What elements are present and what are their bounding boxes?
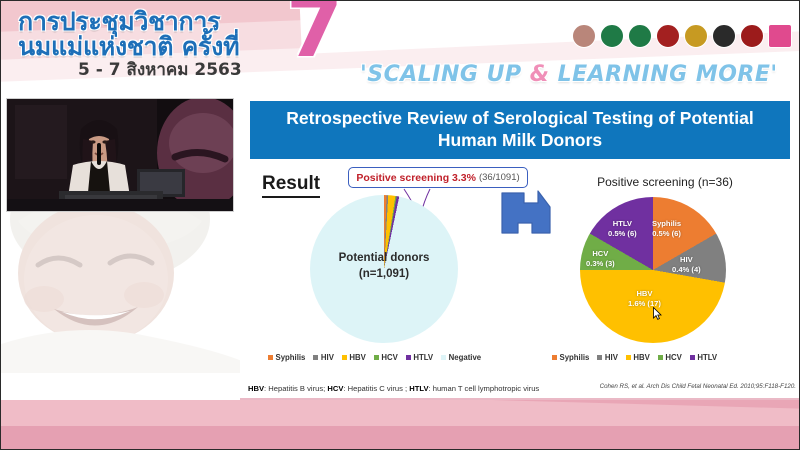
mouse-cursor-icon (653, 307, 662, 320)
legend-label-hbv: HBV (633, 353, 650, 362)
presenter-speaking-at-podium[interactable] (6, 98, 234, 212)
legend-label-hiv: HIV (604, 353, 618, 362)
positive-screening-chart-title: Positive screening (n=36) (597, 175, 733, 189)
pie-left-legend: Syphilis HIV HBV HCV HTLV Negative (268, 353, 481, 362)
footnote-bar: HBV: Hepatitis B virus; HCV: Hepatitis C… (248, 378, 792, 398)
legend-swatch-syphilis (552, 355, 557, 360)
callout-fraction-text: (36/1091) (478, 172, 520, 183)
slice-label-htlv-name: HTLV (612, 219, 632, 228)
slice-label-hbv-value: 1.6% (17) (628, 298, 661, 308)
logo-department-health-green (628, 24, 652, 48)
slice-label-htlv-value: 0.5% (6) (608, 228, 637, 238)
legend-label-hbv: HBV (349, 353, 366, 362)
presentation-slide: Retrospective Review of Serological Test… (240, 95, 800, 405)
slide-title: Retrospective Review of Serological Test… (250, 101, 790, 159)
slice-label-hiv-name: HIV (680, 255, 693, 264)
logo-royal-emblem-red (656, 24, 680, 48)
conference-date-thai: 5 - 7 สิงหาคม 2563 (78, 60, 242, 80)
logo-royal-college-crimson (740, 24, 764, 48)
legend-swatch-hcv (657, 355, 663, 360)
legend-label-syphilis: Syphilis (559, 353, 590, 362)
legend-swatch-hbv (341, 355, 347, 360)
slice-label-hcv: HCV 0.3% (3) (586, 249, 615, 269)
legend-item-hiv: HIV (313, 353, 334, 362)
legend-swatch-hiv (597, 355, 603, 360)
legend-item-htlv: HTLV (689, 353, 718, 362)
slice-label-hbv-name: HBV (636, 289, 653, 298)
left-media-column (0, 95, 240, 405)
pie-left-label-line2: (n=1,091) (358, 267, 410, 280)
slice-label-htlv: HTLV 0.5% (6) (608, 219, 637, 239)
footer-solid-strip (0, 426, 800, 450)
legend-swatch-htlv (405, 355, 411, 360)
legend-label-syphilis: Syphilis (275, 353, 306, 362)
legend-label-negative: Negative (448, 353, 482, 362)
logo-thaihealth-sss (768, 24, 792, 48)
slogan-part-2: LEARNING MORE' (549, 62, 778, 87)
slice-label-hiv: HIV 0.4% (4) (672, 255, 701, 275)
legend-label-hcv: HCV (381, 353, 398, 362)
legend-swatch-hcv (373, 355, 379, 360)
legend-label-hcv: HCV (665, 353, 682, 362)
slice-label-hcv-name: HCV (592, 249, 609, 258)
slice-label-syphilis-name: Syphilis (652, 219, 682, 228)
legend-item-hcv: HCV (657, 353, 682, 362)
logo-thai-breastfeeding-foundation (572, 24, 596, 48)
abbreviation-footnote: HBV: Hepatitis B virus; HCV: Hepatitis C… (248, 383, 540, 393)
slice-label-syphilis-value: 0.5% (6) (652, 228, 681, 238)
blue-arrow-icon (501, 190, 551, 234)
legend-swatch-syphilis (268, 355, 273, 360)
callout-percent-text: Positive screening 3.3% (356, 171, 476, 184)
positive-screening-callout: Positive screening 3.3% (36/1091) (348, 167, 528, 188)
legend-item-negative: Negative (441, 353, 481, 362)
legend-swatch-hbv (625, 355, 631, 360)
pie-right-legend: Syphilis HIV HBV HCV HTLV (552, 353, 717, 362)
slice-label-hcv-value: 0.3% (3) (586, 258, 615, 268)
conference-slogan: 'SCALING UP & LEARNING MORE' (360, 62, 778, 87)
slice-label-syphilis: Syphilis 0.5% (6) (652, 219, 681, 239)
conference-header-banner: การประชุมวิชาการ นมแม่แห่งชาติ ครั้งที่ … (0, 0, 800, 95)
legend-label-htlv: HTLV (413, 353, 434, 362)
pie-left-label-line1: Potential donors (338, 252, 430, 264)
logo-royal-crest-gold (684, 24, 708, 48)
legend-label-htlv: HTLV (697, 353, 718, 362)
slogan-ampersand: & (529, 62, 550, 87)
legend-swatch-hiv (313, 355, 319, 360)
footer-pink-diagonal-band (0, 400, 800, 450)
legend-swatch-negative (441, 355, 447, 360)
logo-nursing-council-black (712, 24, 736, 48)
potential-donors-pie-chart: Potential donors (n=1,091) (258, 195, 508, 345)
sponsor-logo-row (572, 24, 792, 48)
logo-ministry-public-health-green (600, 24, 624, 48)
legend-label-hiv: HIV (320, 353, 334, 362)
pie-left-disc (310, 195, 458, 343)
source-citation: Cohen RS, et al. Arch Dis Child Fetal Ne… (599, 383, 796, 390)
conference-title-thai-line2: นมแม่แห่งชาติ ครั้งที่ (18, 32, 240, 61)
slogan-part-1: 'SCALING UP (360, 62, 530, 87)
result-section-label: Result (262, 173, 321, 198)
legend-item-hcv: HCV (373, 353, 398, 362)
legend-item-hiv: HIV (597, 353, 618, 362)
slice-label-hiv-value: 0.4% (4) (672, 264, 701, 274)
legend-item-syphilis: Syphilis (268, 353, 305, 362)
legend-item-hbv: HBV (341, 353, 366, 362)
legend-item-hbv: HBV (625, 353, 650, 362)
slice-label-hbv: HBV 1.6% (17) (628, 289, 661, 309)
pie-right-disc (580, 197, 726, 343)
conference-edition-number: 7 (286, 0, 344, 76)
legend-item-htlv: HTLV (405, 353, 434, 362)
positive-screening-pie-chart: Syphilis 0.5% (6) HIV 0.4% (4) HBV 1.6% … (580, 197, 730, 347)
conference-title-thai-line1: การประชุมวิชาการ (18, 7, 221, 36)
pie-left-center-label: Potential donors (n=1,091) (310, 251, 458, 282)
legend-item-syphilis: Syphilis (552, 353, 589, 362)
legend-swatch-htlv (689, 355, 695, 360)
